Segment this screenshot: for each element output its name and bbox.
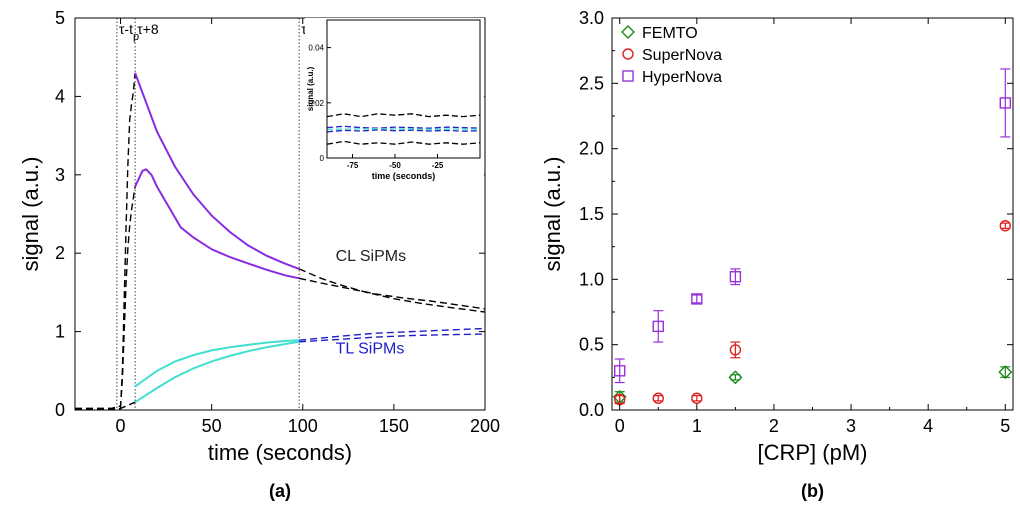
panel-b-scatter-chart: 0 1 2 3 4 5 0.0 0.5 1.0 1.5 2.0 2.5 3.0 FEMTO SuperNov… [540,8,1014,501]
annotation-1: TL SiPMs [336,341,405,358]
series-line-0 [75,72,136,410]
data-point-supernova [652,392,664,404]
x-tick-label-b-4: 4 [923,416,933,436]
series-line-3 [134,168,300,280]
y-tick-label-a-5: 5 [55,8,65,28]
x-tick-label-a-0: 0 [116,416,126,436]
vline-label-main: τ+8 [137,21,159,37]
data-point-hypernova [999,97,1011,109]
y-tick-label-b-5: 2.5 [579,73,604,93]
data-point-hypernova [691,293,703,305]
series-femto [612,365,1013,404]
legend: FEMTO SuperNova HyperNova [621,25,722,86]
data-point-supernova [999,220,1011,232]
inset-x-tick-label-0: -75 [347,161,359,170]
y-axis-label-b: signal (a.u.) [540,157,565,272]
y-tick-label-a-0: 0 [55,400,65,420]
data-point-hypernova [729,271,742,283]
vline-label-0: τ-tp [119,21,139,43]
inset-x-tick-label-2: -25 [432,161,444,170]
series-line-9 [299,333,486,343]
series-line-1 [75,186,136,410]
inset-frame [326,19,481,159]
inset-series-line-4 [326,128,481,130]
inset-chart: -75 -50 -25 0 0.02 0.04 time (seconds) signal (… [305,18,484,186]
inset-x-tick-label-1: -50 [389,161,401,170]
series-line-5 [298,277,486,310]
data-point-supernova [729,344,742,356]
y-tick-label-a-2: 2 [55,243,65,263]
x-tick-label-b-1: 1 [692,416,702,436]
series-supernova [614,220,1011,406]
series-line-10 [299,327,486,341]
inset-series-line-1 [326,140,481,145]
x-tick-label-b-0: 0 [615,416,625,436]
x-tick-label-a-4: 200 [470,416,500,436]
y-tick-label-b-3: 1.5 [579,204,604,224]
y-tick-label-a-4: 4 [55,86,65,106]
inset-series-line-0 [326,113,481,118]
y-tick-label-b-0: 0.0 [579,400,604,420]
y-axis-label-a: signal (a.u.) [18,157,43,272]
legend-marker-femto [621,25,635,39]
series-line-8 [134,340,300,404]
inset-series-line-2 [326,125,481,129]
y-tick-label-b-2: 1.0 [579,269,604,289]
legend-label-femto: FEMTO [642,25,698,42]
y-tick-label-a-3: 3 [55,165,65,185]
y-tick-label-b-1: 0.5 [579,335,604,355]
x-tick-label-a-3: 150 [379,416,409,436]
inset-y-tick-label-0: 0 [320,154,325,163]
data-point-femto [998,365,1013,380]
vline-label-1: τ+8 [137,21,159,37]
vline-label-subscript: p [133,31,139,43]
x-tick-label-a-1: 50 [202,416,222,436]
panel-label-b: (b) [801,481,824,501]
legend-label-supernova: SuperNova [642,47,722,64]
series-line-4 [298,268,486,313]
series-line-6 [75,401,136,410]
annotation-0: CL SiPMs [336,248,407,265]
data-point-femto [728,370,743,385]
inset-y-tick-label-1: 0.02 [308,99,324,108]
legend-marker-supernova [622,48,634,60]
data-point-hypernova [652,320,664,333]
y-tick-label-b-6: 3.0 [579,8,604,28]
x-tick-label-b-5: 5 [1000,416,1010,436]
series-line-7 [134,339,300,388]
data-point-hypernova [614,365,626,377]
x-axis-label-a: time (seconds) [208,440,352,465]
y-tick-label-b-4: 2.0 [579,139,604,159]
y-tick-label-a-1: 1 [55,322,65,342]
legend-marker-hypernova [622,70,634,82]
legend-label-hypernova: HyperNova [642,69,722,86]
inset-y-axis-label: signal (a.u.) [306,66,315,111]
x-tick-label-a-2: 100 [288,416,318,436]
x-axis-label-b: [CRP] (pM) [758,440,868,465]
x-tick-label-b-3: 3 [846,416,856,436]
data-point-supernova [691,392,703,404]
vline-label-main: τ-t [119,21,133,37]
panel-label-a: (a) [269,481,291,501]
series-line-2 [134,72,300,270]
plot-frame-a [74,17,486,411]
series-hypernova [614,68,1011,384]
inset-y-tick-label-2: 0.04 [308,44,324,53]
inset-series-line-3 [326,129,481,133]
inset-x-axis-label: time (seconds) [372,171,436,181]
x-tick-label-b-2: 2 [769,416,779,436]
